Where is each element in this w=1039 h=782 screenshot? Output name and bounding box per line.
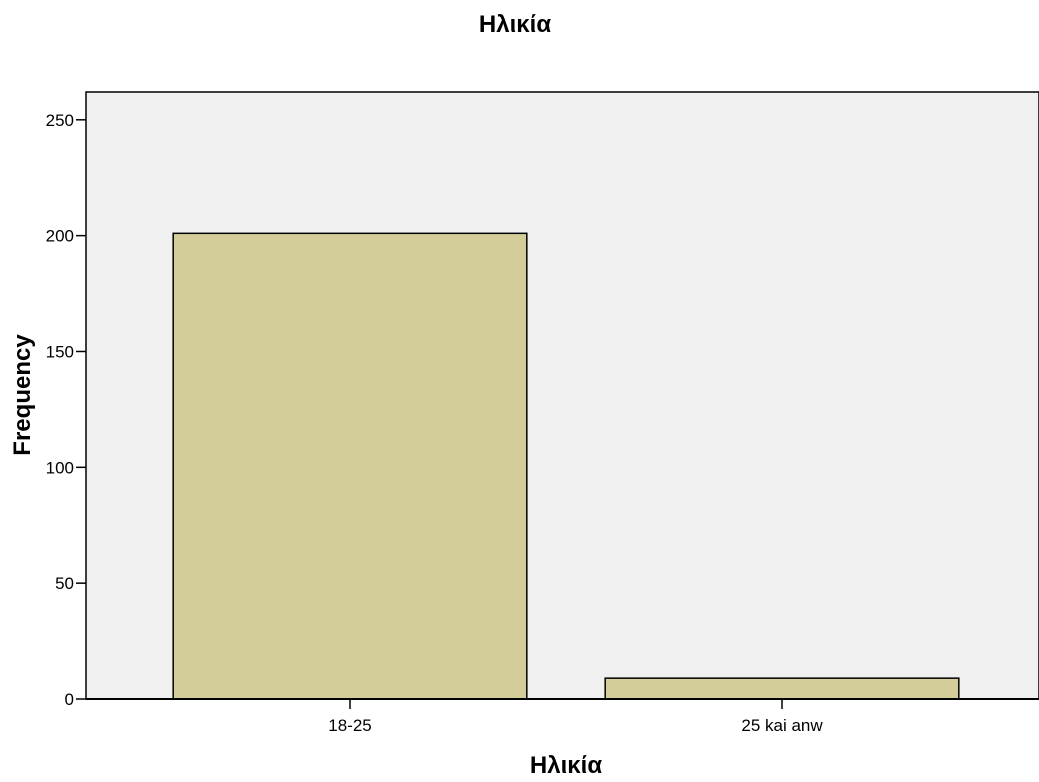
x-axis: 18-25 25 kai anw <box>86 698 1039 735</box>
y-tick-label: 50 <box>55 574 74 593</box>
x-tick-label: 18-25 <box>328 716 371 735</box>
y-tick-label: 100 <box>46 458 74 477</box>
y-tick-label: 200 <box>46 227 74 246</box>
x-axis-title: Ηλικία <box>530 752 602 779</box>
bars-group <box>172 232 960 700</box>
chart-title: Ηλικία <box>479 11 551 38</box>
y-axis-title: Frequency <box>9 334 36 456</box>
y-tick-label: 150 <box>46 342 74 361</box>
bar-1 <box>604 677 960 700</box>
y-tick-label: 250 <box>46 111 74 130</box>
x-tick-label: 25 kai anw <box>741 716 823 735</box>
bar-0 <box>172 232 528 700</box>
y-tick-label: 0 <box>65 690 74 709</box>
y-axis: 0 50 100 150 200 250 <box>46 111 86 709</box>
